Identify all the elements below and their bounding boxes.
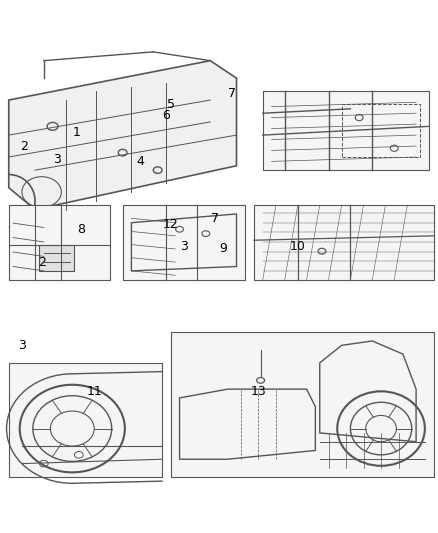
Text: 3: 3 (53, 152, 61, 166)
Text: 11: 11 (86, 385, 102, 398)
Polygon shape (9, 61, 237, 209)
Text: 13: 13 (251, 385, 266, 398)
Text: 10: 10 (290, 240, 306, 253)
Text: 9: 9 (219, 243, 227, 255)
Polygon shape (254, 205, 434, 280)
Text: 12: 12 (163, 219, 179, 231)
Text: 6: 6 (162, 109, 170, 122)
Text: 7: 7 (211, 212, 219, 225)
Text: 2: 2 (20, 140, 28, 152)
Polygon shape (123, 205, 245, 280)
Polygon shape (9, 205, 110, 280)
Text: 5: 5 (167, 98, 175, 111)
Polygon shape (9, 363, 162, 477)
Polygon shape (171, 332, 434, 477)
Text: 7: 7 (228, 87, 236, 100)
Text: 3: 3 (180, 240, 188, 253)
Text: 2: 2 (38, 256, 46, 269)
Text: 8: 8 (77, 223, 85, 236)
Text: 3: 3 (18, 339, 26, 352)
Text: 4: 4 (136, 155, 144, 168)
Text: 1: 1 (73, 126, 81, 140)
FancyBboxPatch shape (39, 245, 74, 271)
Polygon shape (263, 91, 429, 170)
